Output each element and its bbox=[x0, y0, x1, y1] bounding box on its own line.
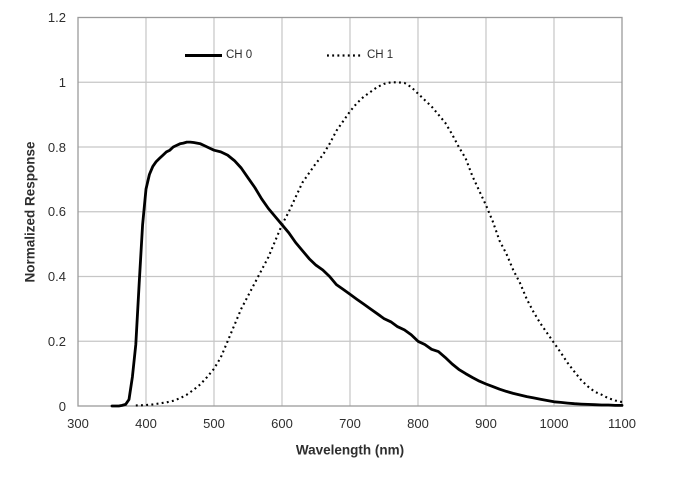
series-curve-ch1 bbox=[135, 81, 623, 407]
x-tick-label: 800 bbox=[407, 416, 429, 431]
x-tick-label: 1000 bbox=[539, 416, 569, 431]
y-tick-label: 0.6 bbox=[47, 204, 66, 220]
x-tick-label: 500 bbox=[203, 416, 225, 431]
legend-label-ch0: CH 0 bbox=[226, 48, 253, 61]
y-tick-label: 1 bbox=[58, 74, 66, 90]
x-tick-label: 600 bbox=[271, 416, 293, 431]
y-tick-label: 0 bbox=[58, 398, 66, 414]
x-tick-label: 700 bbox=[339, 416, 361, 431]
y-tick-label: 1.2 bbox=[47, 10, 66, 25]
y-tick-label: 0.2 bbox=[47, 333, 66, 349]
y-tick-label: 0.8 bbox=[47, 139, 66, 155]
plot-frame bbox=[77, 16, 623, 407]
x-tick-label: 300 bbox=[67, 416, 89, 431]
x-tick-label: 400 bbox=[135, 416, 157, 431]
x-axis-title: Wavelength (nm) bbox=[295, 442, 405, 458]
x-tick-label: 900 bbox=[475, 416, 497, 431]
x-tick-label: 1100 bbox=[608, 416, 636, 431]
y-tick-label: 0.4 bbox=[47, 269, 66, 284]
series-curve-ch0 bbox=[110, 140, 624, 408]
legend-label-ch1: CH 1 bbox=[367, 48, 394, 61]
